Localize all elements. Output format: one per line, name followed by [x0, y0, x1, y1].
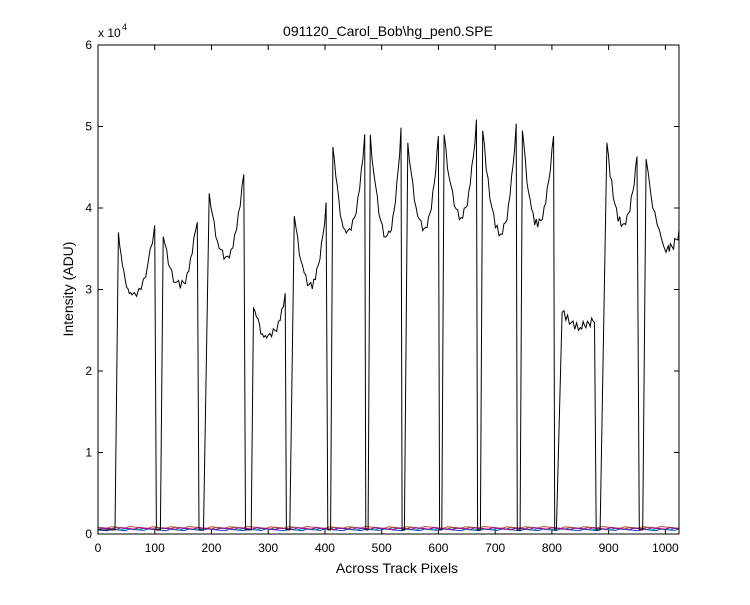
y-exponent-label: x 10 — [98, 26, 121, 40]
chart-title: 091120_Carol_Bob\hg_pen0.SPE — [283, 23, 493, 39]
y-tick-label: 6 — [85, 38, 92, 52]
x-tick-label: 800 — [542, 541, 562, 555]
y-exponent-power: 4 — [122, 22, 127, 32]
intensity-trace — [98, 119, 680, 531]
plot-area — [97, 119, 680, 532]
x-tick-label: 100 — [145, 541, 165, 555]
x-tick-label: 0 — [95, 541, 102, 555]
x-tick-label: 400 — [315, 541, 335, 555]
x-tick-label: 300 — [258, 541, 278, 555]
x-axis-label: Across Track Pixels — [336, 560, 458, 576]
x-tick-label: 900 — [599, 541, 619, 555]
baseline-trace — [97, 525, 680, 529]
x-tick-label: 500 — [372, 541, 392, 555]
y-tick-label: 5 — [85, 120, 92, 134]
x-tick-label: 700 — [485, 541, 505, 555]
axis-ticks: 0 100 200 300 400 500 600 700 800 900 1000 0 1 2 3 4 5 6 — [85, 38, 679, 555]
y-tick-label: 3 — [85, 283, 92, 297]
y-tick-label: 2 — [85, 364, 92, 378]
baseline-trace — [97, 527, 680, 531]
y-axis-label: Intensity (ADU) — [60, 242, 76, 337]
y-tick-label: 1 — [85, 446, 92, 460]
axes-box — [97, 44, 680, 535]
x-tick-label: 200 — [201, 541, 221, 555]
x-tick-label: 600 — [428, 541, 448, 555]
y-tick-label: 4 — [85, 201, 92, 215]
x-tick-label: 1000 — [652, 541, 679, 555]
y-tick-label: 0 — [85, 527, 92, 541]
